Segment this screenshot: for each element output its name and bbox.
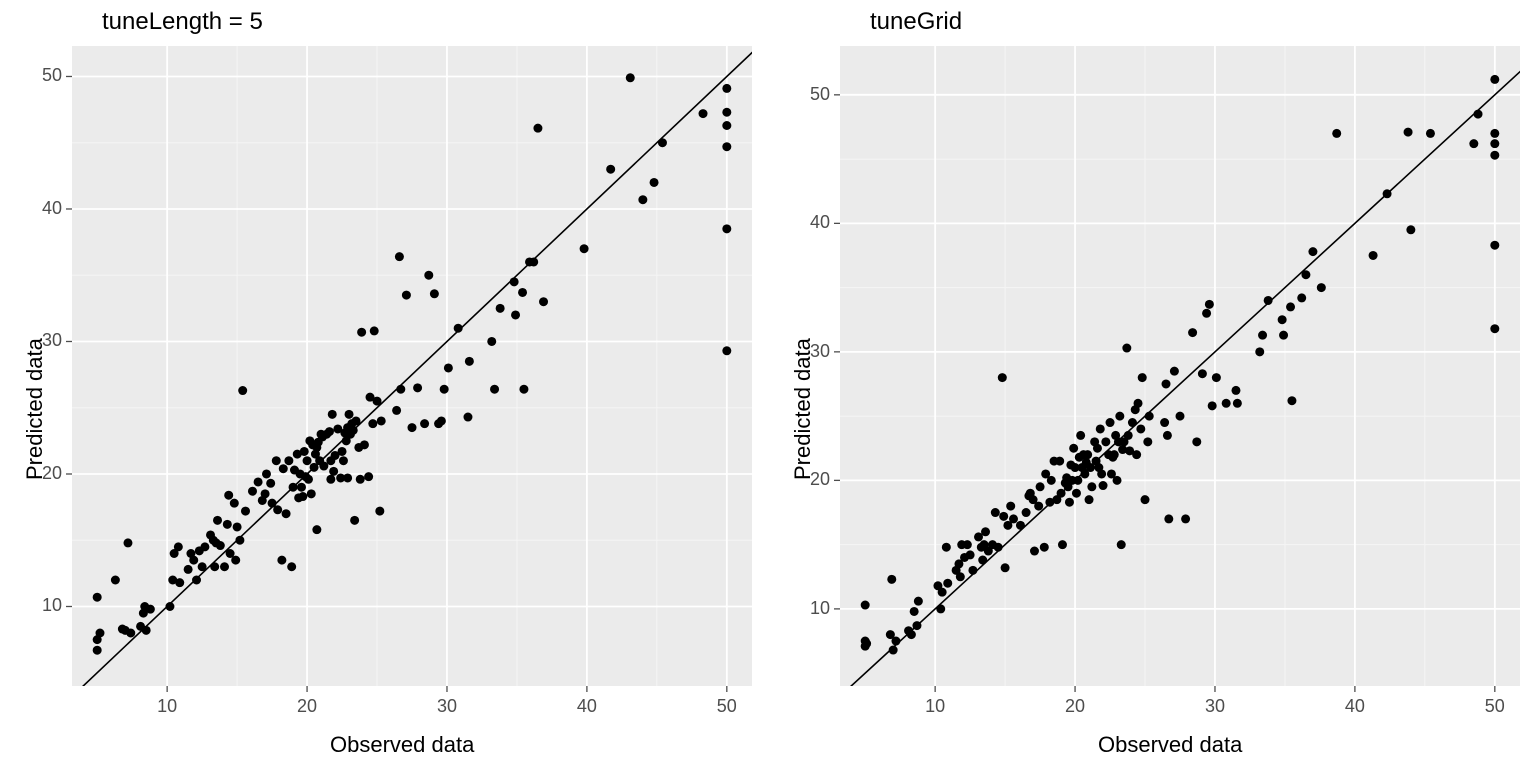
y-tick-label: 50: [798, 84, 830, 105]
y-tick-label: 40: [798, 212, 830, 233]
x-tick-label: 20: [1060, 696, 1090, 717]
y-tick-label: 30: [798, 341, 830, 362]
x-tick-label: 10: [920, 696, 950, 717]
y-tick-label: 10: [798, 598, 830, 619]
panel-title: tuneLength = 5: [102, 8, 263, 36]
left-panel: tuneLength = 5 Predicted data Observed d…: [0, 0, 768, 768]
x-tick-label: 10: [152, 696, 182, 717]
x-tick-label: 40: [1340, 696, 1370, 717]
x-tick-label: 20: [292, 696, 322, 717]
panel-title: tuneGrid: [870, 8, 962, 36]
x-tick-label: 30: [1200, 696, 1230, 717]
x-tick-label: 30: [432, 696, 462, 717]
x-tick-label: 50: [712, 696, 742, 717]
y-tick-label: 20: [798, 469, 830, 490]
y-tick-label: 20: [30, 463, 62, 484]
y-tick-label: 40: [30, 198, 62, 219]
right-panel: tuneGrid Predicted data Observed data 10…: [768, 0, 1536, 768]
x-tick-label: 50: [1480, 696, 1510, 717]
plot-svg: [768, 0, 1536, 768]
y-axis-label: Predicted data: [22, 338, 48, 480]
x-axis-label: Observed data: [330, 732, 474, 758]
x-axis-label: Observed data: [1098, 732, 1242, 758]
plot-svg: [0, 0, 768, 768]
x-tick-label: 40: [572, 696, 602, 717]
y-tick-label: 50: [30, 65, 62, 86]
y-tick-label: 10: [30, 595, 62, 616]
figure-container: tuneLength = 5 Predicted data Observed d…: [0, 0, 1536, 768]
y-tick-label: 30: [30, 330, 62, 351]
